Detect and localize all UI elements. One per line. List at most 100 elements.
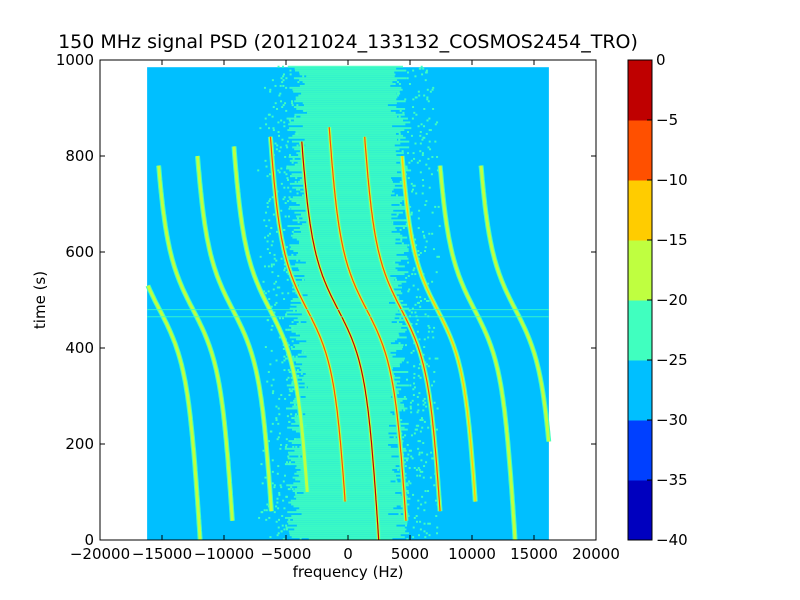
band-speckle	[396, 321, 399, 324]
band-speckle	[423, 420, 426, 423]
band-speckle	[283, 298, 286, 300]
band-speckle	[410, 134, 413, 137]
band-speckle	[269, 173, 272, 176]
band-row	[290, 459, 400, 462]
band-speckle	[423, 397, 426, 400]
band-speckle	[301, 194, 304, 197]
x-tick-label: −5000	[261, 545, 312, 563]
band-speckle	[288, 119, 291, 122]
band-row	[289, 534, 401, 537]
band-speckle	[285, 438, 288, 441]
band-speckle	[285, 144, 288, 147]
band-speckle	[434, 123, 437, 126]
band-speckle	[274, 303, 277, 306]
band-row	[306, 75, 395, 78]
band-row	[293, 359, 405, 362]
band-row	[291, 422, 409, 425]
band-row	[297, 317, 395, 320]
band-speckle	[286, 415, 289, 418]
band-speckle	[276, 497, 279, 500]
band-speckle	[270, 430, 273, 433]
band-speckle	[398, 92, 401, 95]
band-speckle	[283, 125, 286, 128]
band-speckle	[400, 323, 403, 325]
colorbar-segment	[628, 420, 652, 481]
x-tick-label: 20000	[572, 545, 620, 563]
band-speckle	[427, 490, 430, 492]
band-speckle	[395, 480, 398, 483]
band-row	[294, 449, 407, 452]
band-speckle	[435, 515, 438, 517]
band-speckle	[436, 357, 439, 360]
band-row	[293, 505, 397, 508]
band-row	[305, 144, 395, 147]
band-speckle	[426, 96, 429, 99]
band-speckle	[424, 536, 427, 539]
band-speckle	[420, 417, 423, 420]
band-speckle	[417, 409, 420, 412]
band-speckle	[271, 392, 274, 395]
band-speckle	[412, 394, 415, 396]
band-speckle	[431, 457, 434, 460]
band-row	[300, 434, 401, 437]
band-row	[292, 298, 400, 300]
band-speckle	[289, 390, 292, 393]
band-speckle	[402, 436, 405, 439]
band-row	[302, 223, 394, 226]
band-speckle	[402, 227, 405, 229]
colorbar-segment	[628, 60, 652, 121]
band-row	[294, 365, 400, 368]
colorbar-segment	[628, 240, 652, 301]
band-speckle	[287, 369, 290, 372]
band-speckle	[436, 156, 439, 158]
band-row	[291, 388, 402, 391]
band-speckle	[279, 447, 282, 450]
band-speckle	[415, 296, 418, 299]
band-speckle	[286, 165, 289, 168]
band-row	[297, 180, 393, 183]
band-speckle	[425, 363, 428, 366]
band-row	[292, 146, 410, 149]
band-speckle	[433, 371, 436, 373]
band-speckle	[291, 253, 294, 256]
band-speckle	[266, 202, 269, 204]
band-speckle	[436, 526, 439, 529]
colorbar: −40 −35 −30 −25 −20 −15 −10 −5 0	[627, 51, 688, 549]
band-speckle	[433, 326, 436, 329]
band-speckle	[417, 499, 420, 502]
band-speckle	[287, 292, 290, 295]
band-row	[295, 292, 403, 295]
band-speckle	[398, 138, 401, 141]
band-speckle	[297, 374, 300, 377]
band-speckle	[424, 204, 427, 206]
band-speckle	[271, 79, 274, 82]
band-row	[290, 401, 401, 404]
band-speckle	[423, 522, 426, 525]
band-speckle	[282, 104, 285, 107]
band-speckle	[398, 132, 401, 135]
band-speckle	[282, 198, 285, 201]
band-row	[289, 248, 409, 251]
band-row	[289, 198, 406, 201]
band-speckle	[419, 470, 422, 473]
band-row	[290, 376, 401, 379]
band-speckle	[412, 284, 415, 287]
band-speckle	[268, 113, 271, 116]
band-speckle	[297, 478, 300, 481]
band-speckle	[282, 480, 285, 483]
band-row	[296, 509, 405, 512]
band-speckle	[417, 125, 420, 128]
band-speckle	[295, 355, 298, 358]
band-speckle	[404, 219, 407, 222]
band-speckle	[413, 267, 416, 270]
band-row	[294, 100, 406, 103]
band-speckle	[269, 232, 272, 235]
band-speckle	[427, 336, 430, 339]
band-speckle	[276, 108, 279, 110]
band-speckle	[272, 129, 275, 132]
band-speckle	[417, 447, 420, 450]
band-speckle	[280, 182, 283, 185]
band-speckle	[281, 292, 284, 295]
band-row	[294, 419, 403, 421]
band-speckle	[408, 309, 411, 312]
